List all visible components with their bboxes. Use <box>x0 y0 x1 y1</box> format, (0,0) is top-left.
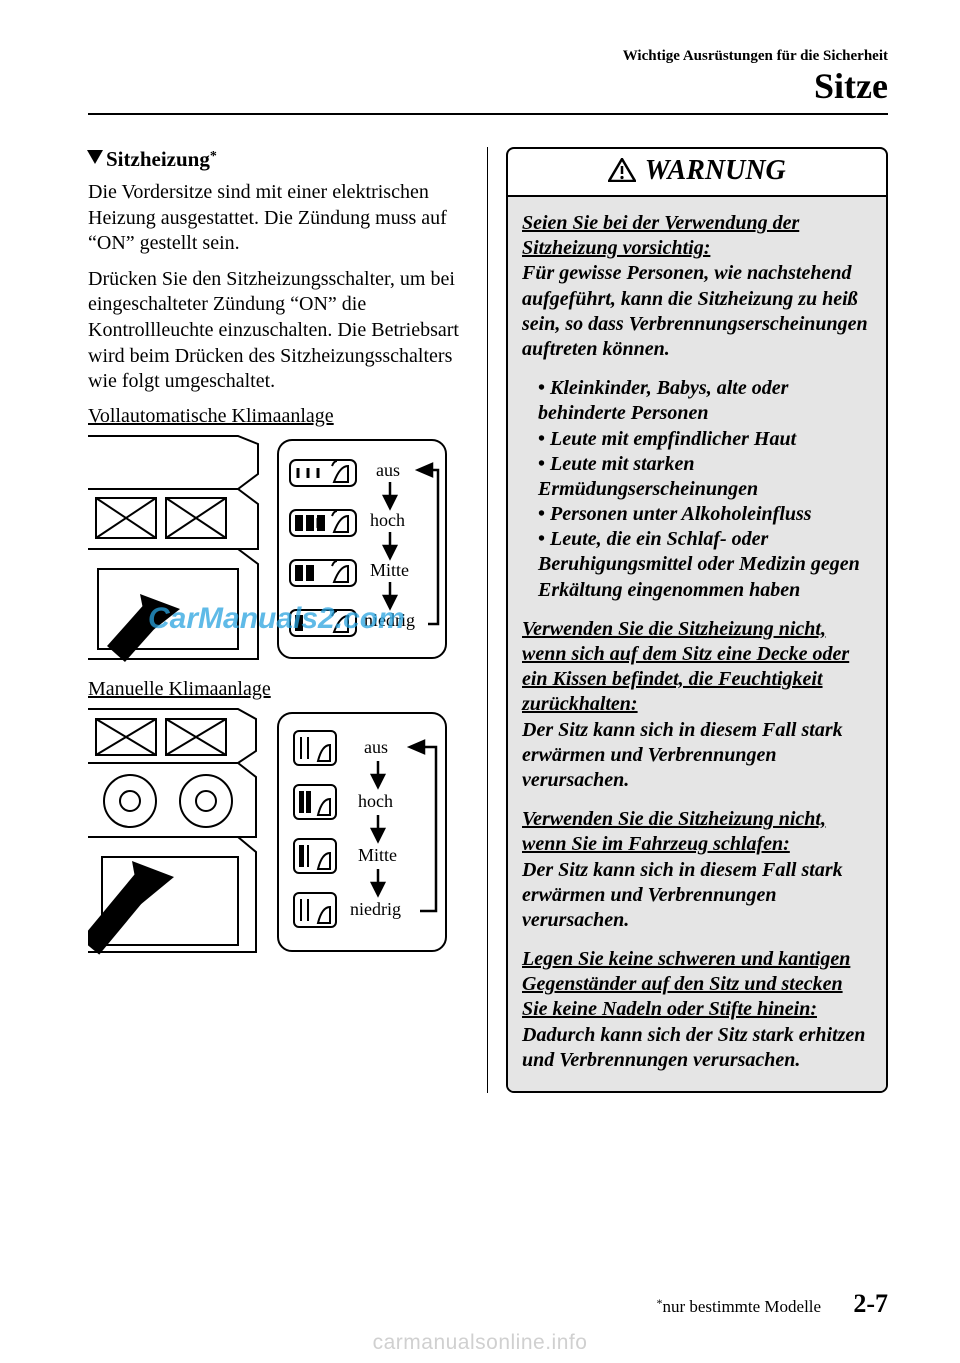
warning-body: Seien Sie bei der Verwendung der Sitzhei… <box>508 197 886 1091</box>
figure-auto-climate: aus hoch Mitte niedrig CarManuals2.com <box>88 434 448 664</box>
page-header: Wichtige Ausrüstungen für die Sicherheit… <box>88 48 888 107</box>
warn-p4: Legen Sie keine schweren und kantigen Ge… <box>522 947 872 1073</box>
warn-p3: Verwenden Sie die Sitzheizung nicht, wen… <box>522 807 872 933</box>
section-subhead: Sitzheizung* <box>88 147 469 172</box>
figure2-caption: Manuelle Klimaanlage <box>88 678 469 701</box>
warning-title-text: WARNUNG <box>645 155 786 186</box>
footer-note: nur bestimmte Modelle <box>662 1297 821 1316</box>
svg-text:aus: aus <box>364 737 388 757</box>
left-column: Sitzheizung* Die Vordersitze sind mit ei… <box>88 147 488 1093</box>
content-columns: Sitzheizung* Die Vordersitze sind mit ei… <box>88 147 888 1093</box>
page-number: 2-7 <box>853 1289 888 1318</box>
warning-box: WARNUNG Seien Sie bei der Verwendung der… <box>506 147 888 1093</box>
triangle-bullet-icon <box>87 150 103 164</box>
warn-li2: Leute mit empfindlicher Haut <box>538 427 872 452</box>
figure1-caption: Vollautomatische Klimaanlage <box>88 405 469 428</box>
footer-star: * <box>656 1296 662 1310</box>
header-rule <box>88 113 888 115</box>
footer-watermark: carmanualsonline.info <box>0 1331 960 1355</box>
warn-p2: Verwenden Sie die Sitzheizung nicht, wen… <box>522 617 872 793</box>
warn-li1: Kleinkinder, Babys, alte oder behinderte… <box>538 376 872 426</box>
warn-p1: Seien Sie bei der Verwendung der Sitzhei… <box>522 211 872 362</box>
svg-text:niedrig: niedrig <box>364 610 415 630</box>
warn-li3: Leute mit starken Ermüdungserscheinungen <box>538 452 872 502</box>
warn-li5: Leute, die ein Schlaf- oder Beruhigungsm… <box>538 527 872 603</box>
paragraph-1: Die Vordersitze sind mit einer elektrisc… <box>88 180 469 257</box>
warning-triangle-icon <box>608 158 636 182</box>
header-category: Wichtige Ausrüstungen für die Sicherheit <box>88 48 888 65</box>
svg-text:hoch: hoch <box>370 510 405 530</box>
right-column: WARNUNG Seien Sie bei der Verwendung der… <box>488 147 888 1093</box>
paragraph-2: Drücken Sie den Sitzheizungsschalter, um… <box>88 267 469 395</box>
warning-title: WARNUNG <box>508 149 886 197</box>
svg-text:Mitte: Mitte <box>370 560 409 580</box>
warn-li4: Personen unter Alkoholeinfluss <box>538 502 872 527</box>
warn-list: Kleinkinder, Babys, alte oder behinderte… <box>522 376 872 603</box>
page-footer: *nur bestimmte Modelle 2-7 <box>656 1289 888 1319</box>
header-title: Sitze <box>88 65 888 107</box>
svg-text:hoch: hoch <box>358 791 393 811</box>
subhead-text: Sitzheizung <box>106 147 210 171</box>
svg-text:aus: aus <box>376 460 400 480</box>
svg-text:niedrig: niedrig <box>350 899 401 919</box>
footnote-star: * <box>210 149 217 164</box>
figure-manual-climate: aus hoch Mitte niedrig <box>88 707 448 957</box>
svg-text:Mitte: Mitte <box>358 845 397 865</box>
